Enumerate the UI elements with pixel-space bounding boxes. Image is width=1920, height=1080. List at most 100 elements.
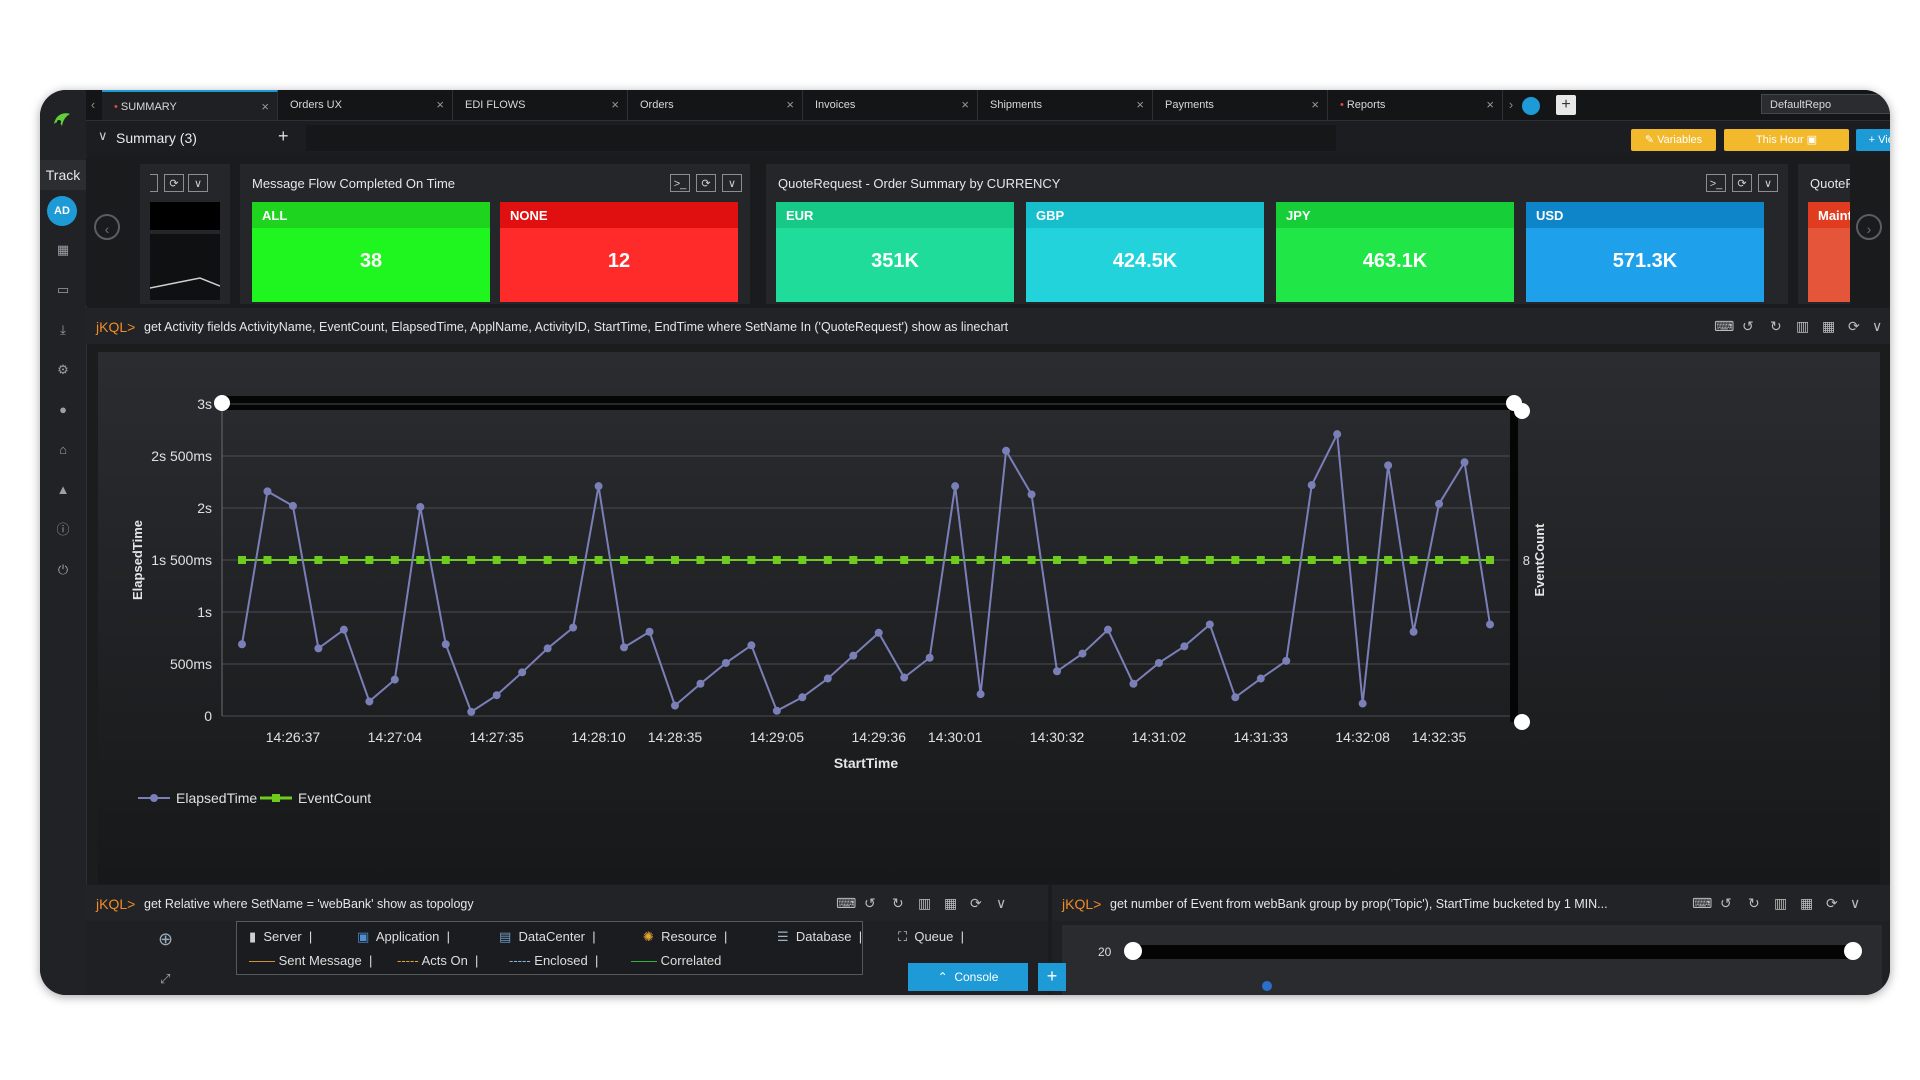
- collapse-chevron-icon[interactable]: ∨: [98, 128, 108, 143]
- tile-all[interactable]: ALL 38: [252, 202, 490, 302]
- tab-label: Orders UX: [290, 99, 342, 111]
- close-icon[interactable]: ×: [786, 97, 794, 112]
- tile-usd[interactable]: USD 571.3K: [1526, 202, 1764, 302]
- avatar[interactable]: AD: [47, 196, 77, 226]
- scroll-left-icon[interactable]: ‹: [94, 214, 120, 240]
- power-icon[interactable]: ⏻: [57, 562, 69, 577]
- tab-reports[interactable]: • Reports ×: [1328, 90, 1503, 120]
- grid-icon[interactable]: ▦: [56, 242, 70, 257]
- zoom-range-bar-vertical: [1510, 396, 1518, 722]
- bar-chart-icon[interactable]: ▥: [918, 895, 932, 911]
- chevron-down-icon[interactable]: ∨: [188, 174, 208, 192]
- range-handle[interactable]: [1514, 714, 1530, 730]
- query-text[interactable]: get Activity fields ActivityName, EventC…: [144, 320, 1009, 334]
- close-icon[interactable]: ×: [436, 97, 444, 112]
- tile-jpy[interactable]: JPY 463.1K: [1276, 202, 1514, 302]
- console-icon[interactable]: ⌨: [1714, 318, 1735, 334]
- viewlet-button[interactable]: + Viewlet: [1856, 129, 1890, 151]
- range-handle-left[interactable]: [1124, 942, 1142, 960]
- query-text[interactable]: get Relative where SetName = 'webBank' s…: [144, 897, 474, 911]
- chevron-down-icon[interactable]: ∨: [1850, 895, 1861, 911]
- tab-orders-ux[interactable]: Orders UX ×: [278, 90, 453, 120]
- dashboard-title[interactable]: Summary (3): [116, 130, 197, 146]
- tile-maint[interactable]: Maint: [1808, 202, 1850, 302]
- console-button[interactable]: ⌃ Console: [908, 963, 1028, 991]
- thumbs-up-icon[interactable]: ▲: [56, 482, 70, 497]
- tab-payments[interactable]: Payments ×: [1153, 90, 1328, 120]
- console-icon[interactable]: >_: [670, 174, 690, 192]
- tile-gbp[interactable]: GBP 424.5K: [1026, 202, 1264, 302]
- tab-scroll-right-icon[interactable]: ›: [1508, 97, 1514, 112]
- close-icon[interactable]: ×: [961, 97, 969, 112]
- refresh-icon[interactable]: ⟳: [1848, 318, 1860, 334]
- tab-edi-flows[interactable]: EDI FLOWS ×: [453, 90, 628, 120]
- home-icon[interactable]: ⌂: [59, 442, 67, 457]
- zoom-range-bar[interactable]: [1132, 945, 1852, 959]
- zoom-range-bar[interactable]: [222, 396, 1516, 410]
- zoom-icon[interactable]: ⊕: [158, 929, 174, 949]
- this-hour-button[interactable]: This Hour ▣: [1724, 129, 1849, 151]
- refresh-icon[interactable]: ⟳: [1732, 174, 1752, 192]
- chevron-down-icon[interactable]: ∨: [722, 174, 742, 192]
- scroll-right-icon[interactable]: ›: [1856, 214, 1882, 240]
- calendar-icon[interactable]: ▦: [944, 895, 958, 911]
- tab-summary[interactable]: • SUMMARY ×: [102, 90, 278, 120]
- close-icon[interactable]: ×: [611, 97, 619, 112]
- redo-icon[interactable]: ↻: [1770, 318, 1782, 334]
- user-icon[interactable]: ●: [59, 402, 67, 417]
- redo-icon[interactable]: ↻: [1748, 895, 1760, 911]
- undo-icon[interactable]: ↺: [1720, 895, 1732, 911]
- variables-button[interactable]: ✎ Variables: [1631, 129, 1716, 151]
- repository-select[interactable]: DefaultRepo ▼: [1761, 94, 1890, 114]
- tile-header: [1026, 202, 1264, 228]
- tab-scroll-left-icon[interactable]: ‹: [90, 97, 96, 112]
- calendar-icon[interactable]: ▦: [1822, 318, 1836, 334]
- repository-value: DefaultRepo: [1770, 99, 1832, 111]
- add-tab-icon[interactable]: +: [1556, 95, 1576, 115]
- refresh-icon[interactable]: ⟳: [164, 174, 184, 192]
- download-icon[interactable]: ⤓: [60, 322, 66, 337]
- console-add-button[interactable]: +: [1038, 963, 1066, 991]
- refresh-icon[interactable]: ⟳: [1826, 895, 1838, 911]
- close-icon[interactable]: ×: [1311, 97, 1319, 112]
- data-point-elapsedtime: [1103, 625, 1112, 634]
- calendar-icon[interactable]: ▦: [1800, 895, 1814, 911]
- tab-menu-icon[interactable]: [1522, 97, 1540, 115]
- tab-invoices[interactable]: Invoices ×: [803, 90, 978, 120]
- close-icon[interactable]: ×: [261, 99, 269, 114]
- expand-icon[interactable]: ⤢: [160, 971, 171, 986]
- undo-icon[interactable]: ↺: [1742, 318, 1754, 334]
- console-icon[interactable]: ⌨: [1692, 895, 1713, 911]
- chevron-down-icon[interactable]: ∨: [996, 895, 1007, 911]
- monitor-icon[interactable]: ▭: [56, 282, 70, 297]
- redo-icon[interactable]: ↻: [892, 895, 904, 911]
- bar-chart-icon[interactable]: ▥: [1796, 318, 1810, 334]
- console-icon[interactable]: >_: [1706, 174, 1726, 192]
- data-point-elapsedtime: [1384, 461, 1393, 470]
- console-icon[interactable]: ⌨: [836, 895, 857, 911]
- jkql-prompt: jKQL>: [1062, 896, 1102, 912]
- add-viewlet-icon[interactable]: +: [278, 126, 289, 146]
- tab-orders[interactable]: Orders ×: [628, 90, 803, 120]
- legend-label: Application: [375, 929, 440, 944]
- tab-shipments[interactable]: Shipments ×: [978, 90, 1153, 120]
- chevron-down-icon[interactable]: ∨: [1758, 174, 1778, 192]
- close-icon[interactable]: ×: [1136, 97, 1144, 112]
- range-handle[interactable]: [214, 395, 230, 411]
- bar-chart-icon[interactable]: ▥: [1774, 895, 1788, 911]
- console-icon[interactable]: [150, 174, 158, 192]
- info-icon[interactable]: ⓘ: [56, 522, 70, 537]
- range-handle-right[interactable]: [1844, 942, 1862, 960]
- refresh-icon[interactable]: ⟳: [696, 174, 716, 192]
- tile-none[interactable]: NONE 12: [500, 202, 738, 302]
- undo-icon[interactable]: ↺: [864, 895, 876, 911]
- chevron-down-icon[interactable]: ∨: [1872, 318, 1883, 334]
- data-point-eventcount: [1256, 556, 1265, 564]
- refresh-icon[interactable]: ⟳: [970, 895, 982, 911]
- tile-eur[interactable]: EUR 351K: [776, 202, 1014, 302]
- range-handle[interactable]: [1514, 403, 1530, 419]
- gear-icon[interactable]: ⚙: [57, 362, 69, 377]
- track-label[interactable]: Track: [40, 160, 86, 190]
- query-text[interactable]: get number of Event from webBank group b…: [1110, 897, 1608, 911]
- close-icon[interactable]: ×: [1486, 97, 1494, 112]
